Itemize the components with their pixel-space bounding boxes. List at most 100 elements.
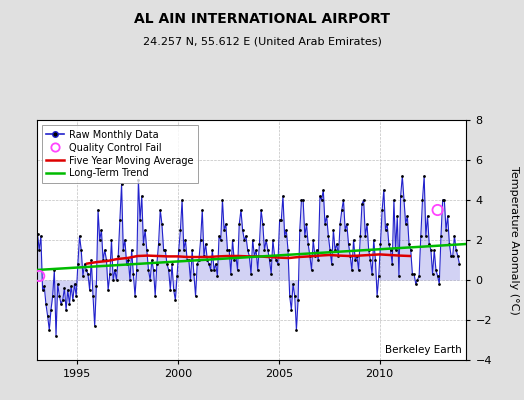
- Point: [119, 247, 127, 253]
- Point: [191, 293, 200, 299]
- Point: [114, 253, 123, 259]
- Point: [37, 233, 45, 239]
- Point: [92, 283, 101, 289]
- Point: [69, 297, 77, 303]
- Point: [206, 267, 215, 273]
- Point: [443, 213, 452, 219]
- Point: [205, 261, 213, 267]
- Point: [148, 257, 156, 263]
- Point: [190, 271, 198, 277]
- Point: [163, 261, 171, 267]
- Point: [329, 227, 337, 233]
- Point: [95, 237, 104, 243]
- Point: [437, 233, 445, 239]
- Point: [242, 233, 250, 239]
- Point: [176, 227, 184, 233]
- Point: [264, 247, 272, 253]
- Point: [276, 217, 284, 223]
- Point: [433, 273, 442, 279]
- Point: [318, 197, 326, 203]
- Point: [411, 281, 420, 287]
- Point: [208, 247, 216, 253]
- Point: [188, 247, 196, 253]
- Legend: Raw Monthly Data, Quality Control Fail, Five Year Moving Average, Long-Term Tren: Raw Monthly Data, Quality Control Fail, …: [41, 125, 198, 183]
- Point: [439, 197, 447, 203]
- Point: [156, 207, 165, 213]
- Point: [359, 197, 368, 203]
- Point: [287, 307, 296, 313]
- Point: [223, 247, 232, 253]
- Point: [255, 241, 264, 247]
- Point: [311, 253, 319, 259]
- Point: [294, 297, 302, 303]
- Y-axis label: Temperature Anomaly (°C): Temperature Anomaly (°C): [509, 166, 519, 314]
- Point: [314, 257, 322, 263]
- Point: [187, 277, 195, 283]
- Point: [201, 241, 210, 247]
- Point: [250, 253, 258, 259]
- Point: [101, 247, 109, 253]
- Point: [143, 247, 151, 253]
- Point: [344, 241, 353, 247]
- Point: [450, 233, 458, 239]
- Point: [169, 287, 178, 293]
- Point: [385, 241, 393, 247]
- Point: [203, 257, 212, 263]
- Point: [43, 313, 52, 319]
- Point: [42, 301, 50, 307]
- Point: [215, 233, 223, 239]
- Point: [254, 267, 262, 273]
- Point: [82, 267, 91, 273]
- Point: [99, 257, 107, 263]
- Point: [72, 293, 80, 299]
- Point: [449, 253, 457, 259]
- Point: [123, 261, 131, 267]
- Point: [279, 193, 287, 199]
- Point: [366, 257, 375, 263]
- Point: [112, 277, 121, 283]
- Point: [225, 247, 233, 253]
- Point: [408, 271, 417, 277]
- Point: [350, 237, 358, 243]
- Point: [106, 271, 114, 277]
- Point: [324, 233, 333, 239]
- Point: [85, 287, 94, 293]
- Point: [184, 257, 193, 263]
- Point: [280, 233, 289, 239]
- Point: [333, 241, 341, 247]
- Point: [60, 285, 69, 291]
- Point: [121, 237, 129, 243]
- Point: [247, 271, 255, 277]
- Point: [158, 221, 166, 227]
- Point: [74, 261, 82, 267]
- Point: [193, 261, 201, 267]
- Point: [144, 267, 152, 273]
- Point: [433, 207, 442, 213]
- Point: [59, 297, 67, 303]
- Point: [195, 257, 203, 263]
- Point: [420, 173, 428, 179]
- Point: [134, 177, 143, 183]
- Point: [262, 237, 270, 243]
- Point: [62, 307, 70, 313]
- Point: [346, 253, 354, 259]
- Point: [388, 261, 397, 267]
- Point: [137, 193, 146, 199]
- Point: [67, 283, 75, 289]
- Point: [265, 257, 274, 263]
- Point: [180, 247, 188, 253]
- Point: [290, 293, 299, 299]
- Point: [174, 247, 183, 253]
- Point: [35, 247, 43, 253]
- Point: [79, 273, 87, 279]
- Point: [48, 293, 57, 299]
- Point: [308, 267, 316, 273]
- Point: [454, 253, 462, 259]
- Point: [133, 267, 141, 273]
- Point: [328, 261, 336, 267]
- Point: [183, 257, 191, 263]
- Point: [334, 253, 343, 259]
- Point: [413, 277, 422, 283]
- Point: [102, 257, 111, 263]
- Point: [423, 213, 432, 219]
